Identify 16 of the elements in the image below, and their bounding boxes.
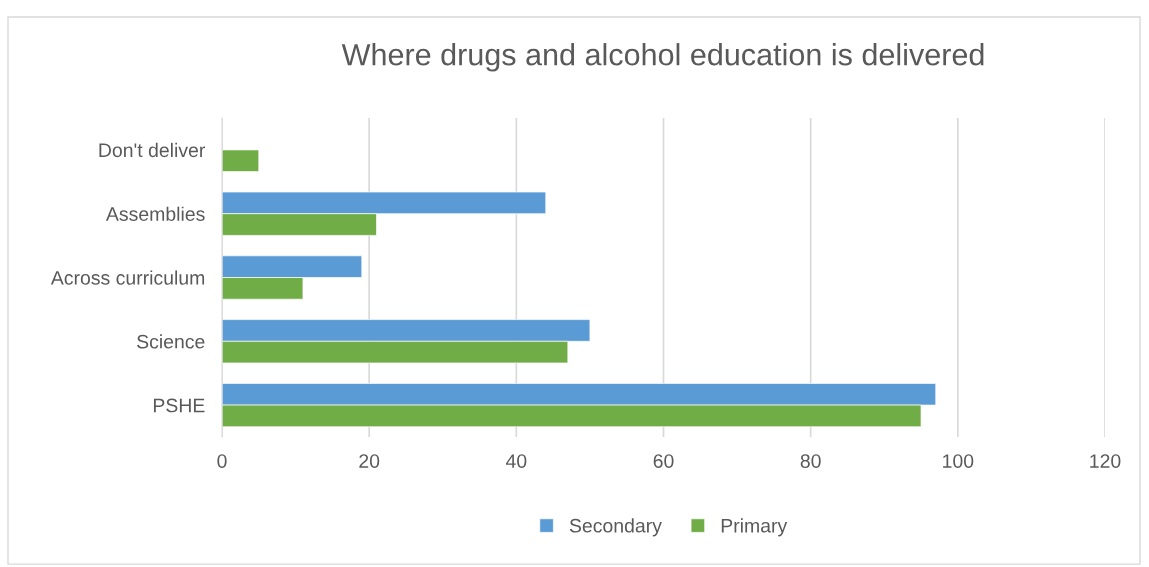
legend-label: Primary [721,518,788,537]
x-tick-label: 100 [943,454,974,468]
y-tick-label: PSHE [153,398,205,413]
x-tick-label: 60 [653,454,674,468]
x-tick-label: 120 [1090,454,1121,468]
y-tick-label: Don't deliver [99,142,206,158]
x-tick-label: 40 [505,454,527,468]
x-tick-label: 0 [217,454,227,468]
y-tick-label: Across curriculum [50,270,205,285]
x-tick-label: 80 [800,454,821,468]
chart-title: Where drugs and alcohol education is delivered [341,43,984,72]
x-tick-label: 20 [359,454,380,468]
legend-label: Secondary [569,518,662,537]
y-tick-label: Science [137,334,205,349]
bar [222,149,260,172]
y-tick-label: Assemblies [105,206,205,221]
